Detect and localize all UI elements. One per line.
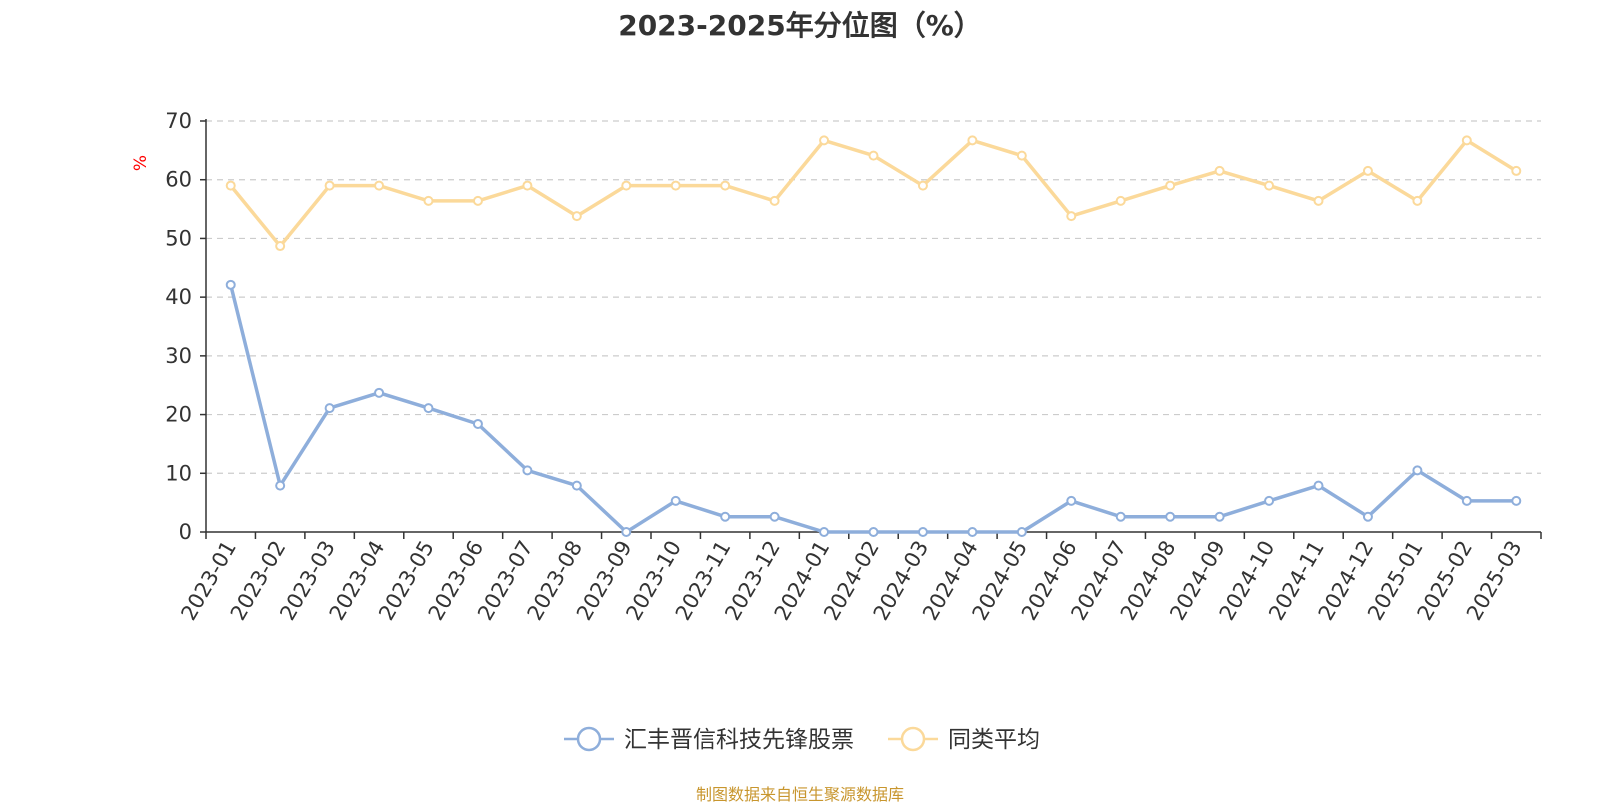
- data-point[interactable]: [1461, 135, 1472, 146]
- data-point[interactable]: [1313, 195, 1324, 206]
- data-point[interactable]: [275, 241, 286, 252]
- data-point[interactable]: [1412, 465, 1423, 476]
- data-point[interactable]: [374, 180, 385, 191]
- data-point[interactable]: [1165, 180, 1176, 191]
- data-point[interactable]: [670, 180, 681, 191]
- y-tick-label: 30: [165, 344, 192, 368]
- data-point[interactable]: [225, 279, 236, 290]
- y-tick-label: 60: [165, 168, 192, 192]
- grid-lines: [206, 120, 1541, 474]
- y-axis-label: %: [131, 155, 151, 171]
- data-point[interactable]: [720, 511, 731, 522]
- data-point[interactable]: [1511, 495, 1522, 506]
- data-point[interactable]: [917, 527, 928, 537]
- y-tick-label: 20: [165, 403, 192, 427]
- data-point[interactable]: [1214, 511, 1225, 522]
- data-point[interactable]: [522, 465, 533, 476]
- data-point[interactable]: [917, 180, 928, 191]
- data-source-note: 制图数据来自恒生聚源数据库: [695, 785, 904, 804]
- data-point[interactable]: [423, 195, 434, 206]
- data-point[interactable]: [275, 480, 286, 491]
- y-tick-label: 40: [165, 285, 192, 309]
- data-point[interactable]: [769, 511, 780, 522]
- data-point[interactable]: [967, 135, 978, 146]
- legend: 汇丰晋信科技先锋股票 同类平均: [564, 726, 1040, 753]
- y-tick-label: 70: [165, 109, 192, 133]
- series-lines: [225, 135, 1522, 537]
- data-point[interactable]: [571, 480, 582, 491]
- y-tick-label: 50: [165, 226, 192, 250]
- data-point[interactable]: [324, 180, 335, 191]
- data-point[interactable]: [571, 211, 582, 222]
- legend-label[interactable]: 汇丰晋信科技先锋股票: [624, 727, 854, 753]
- data-point[interactable]: [374, 387, 385, 398]
- data-point[interactable]: [1362, 511, 1373, 522]
- data-point[interactable]: [1016, 527, 1027, 537]
- data-point[interactable]: [868, 527, 879, 537]
- data-point[interactable]: [1115, 195, 1126, 206]
- data-point[interactable]: [621, 180, 632, 191]
- data-point[interactable]: [1066, 211, 1077, 222]
- legend-marker[interactable]: [576, 726, 602, 752]
- data-point[interactable]: [1165, 511, 1176, 522]
- data-point[interactable]: [472, 195, 483, 206]
- data-point[interactable]: [1313, 480, 1324, 491]
- data-point[interactable]: [967, 527, 978, 537]
- data-point[interactable]: [1264, 180, 1275, 191]
- data-point[interactable]: [324, 403, 335, 414]
- chart-title: 2023-2025年分位图（%）: [618, 9, 982, 42]
- data-point[interactable]: [819, 135, 830, 146]
- data-point[interactable]: [720, 180, 731, 191]
- data-point[interactable]: [423, 403, 434, 414]
- data-point[interactable]: [225, 180, 236, 191]
- data-point[interactable]: [1412, 195, 1423, 206]
- data-point[interactable]: [1066, 495, 1077, 506]
- data-point[interactable]: [769, 195, 780, 206]
- data-point[interactable]: [1016, 150, 1027, 161]
- data-point[interactable]: [522, 180, 533, 191]
- data-point[interactable]: [1362, 165, 1373, 176]
- legend-label[interactable]: 同类平均: [948, 727, 1040, 753]
- data-point[interactable]: [621, 527, 632, 537]
- data-point[interactable]: [1214, 165, 1225, 176]
- data-point[interactable]: [1115, 511, 1126, 522]
- data-point[interactable]: [868, 150, 879, 161]
- data-point[interactable]: [819, 527, 830, 537]
- data-point[interactable]: [1264, 495, 1275, 506]
- y-tick-label: 10: [165, 461, 192, 485]
- data-point[interactable]: [670, 495, 681, 506]
- data-point[interactable]: [472, 418, 483, 429]
- legend-marker[interactable]: [900, 726, 926, 752]
- data-point[interactable]: [1461, 495, 1472, 506]
- y-tick-label: 0: [179, 520, 192, 544]
- data-point[interactable]: [1511, 165, 1522, 176]
